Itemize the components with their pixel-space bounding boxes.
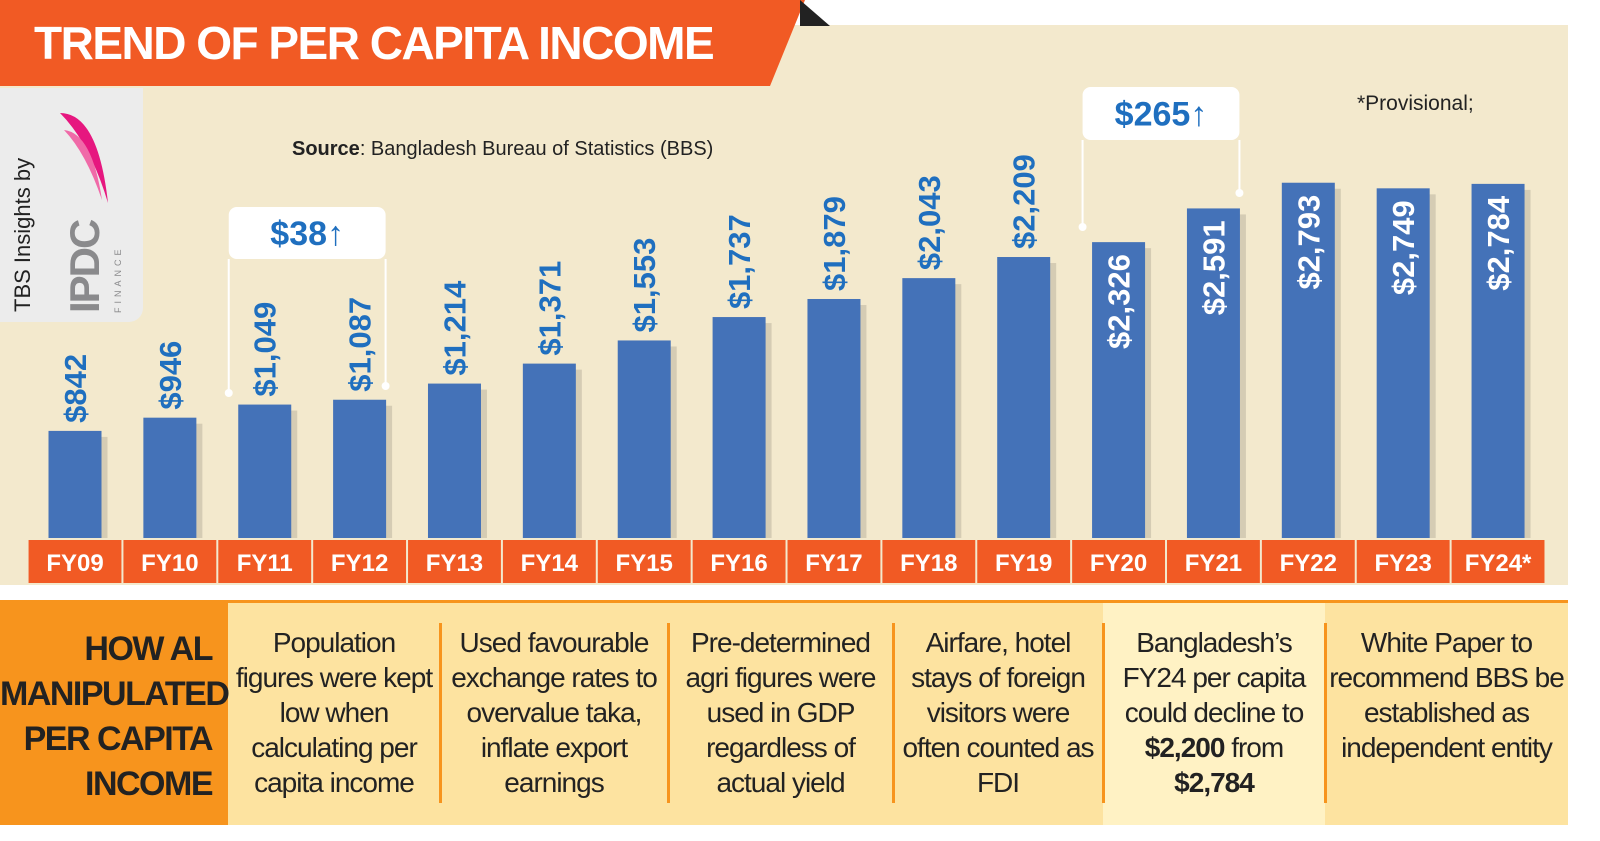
bar-FY13	[427, 383, 481, 538]
category-cell	[1356, 540, 1450, 583]
value-label: $842	[58, 354, 93, 423]
category-cell	[692, 540, 786, 583]
bar-chart: $842 FY09 $946 FY10 $1,049 FY11 $1,087 FY12 $1,2…	[28, 87, 1545, 583]
value-label: $1,737	[722, 214, 757, 309]
panel-divider	[667, 623, 670, 803]
category-label: FY22	[1280, 550, 1337, 577]
panel-item: Used favourable exchange rates to overva…	[451, 627, 658, 798]
category-cell	[408, 540, 501, 583]
bar-FY12	[333, 399, 387, 538]
category-label: FY24*	[1465, 550, 1532, 577]
value-label: $1,371	[532, 261, 567, 356]
annotation-bracket	[1081, 140, 1241, 227]
value-label: $1,553	[627, 238, 662, 333]
bar-FY14	[522, 363, 576, 538]
value-label: $2,749	[1386, 200, 1421, 295]
category-cell	[1072, 540, 1166, 583]
category-cell	[597, 540, 691, 583]
manipulation-panel: HOW AL MANIPULATED PER CAPITA INCOME Popula…	[0, 600, 1568, 825]
value-label: $2,043	[912, 175, 947, 270]
category-label: FY12	[331, 550, 388, 577]
panel-divider	[1102, 623, 1105, 803]
category-label: FY15	[616, 550, 673, 577]
bar-FY21	[1186, 208, 1240, 538]
value-label: $2,326	[1102, 254, 1137, 349]
bar-FY09	[48, 430, 102, 538]
value-label: $2,591	[1196, 220, 1231, 315]
category-label: FY23	[1374, 550, 1431, 577]
value-label: $946	[153, 341, 188, 410]
value-label: $2,784	[1481, 195, 1516, 291]
annotation-dot	[381, 382, 390, 390]
bar-FY24*	[1471, 183, 1525, 539]
panel-divider	[439, 623, 442, 803]
category-cell	[787, 540, 881, 583]
category-cell	[1451, 540, 1545, 583]
annotation-dot	[1235, 189, 1244, 197]
panel-heading: HOW AL MANIPULATED PER CAPITA INCOME	[0, 603, 230, 825]
annotation-box	[228, 207, 386, 259]
logo-block: TBS Insights by IPDC FINANCE	[0, 88, 143, 322]
category-label: FY09	[46, 550, 103, 577]
category-cell	[502, 540, 596, 583]
panel-item: Pre-determined agri figures were used in…	[685, 627, 877, 798]
category-label: FY14	[521, 550, 579, 577]
category-label: FY13	[426, 550, 483, 577]
bar-FY11	[238, 404, 292, 538]
category-cell	[1261, 540, 1355, 583]
ipdc-swoosh-icon	[60, 113, 108, 203]
panel-divider	[1324, 623, 1327, 803]
source-note: Source: Bangladesh Bureau of Statistics …	[292, 138, 713, 161]
title-banner	[0, 0, 805, 86]
bar-FY19	[997, 257, 1051, 538]
bar-FY10	[143, 417, 197, 538]
category-label: FY18	[900, 550, 957, 577]
panel-divider	[892, 623, 895, 803]
annotation-dot	[224, 389, 233, 397]
annotation-label: $265↑	[1115, 96, 1208, 134]
bar-FY20	[1092, 242, 1146, 538]
panel-item: White Paper to recommend BBS be establis…	[1329, 627, 1565, 763]
bar-FY17	[807, 298, 861, 538]
category-label: FY10	[141, 550, 198, 577]
category-cell	[28, 540, 122, 583]
footnote: *Provisional;	[1357, 92, 1474, 115]
bar-FY16	[712, 317, 766, 538]
annotation-bracket	[227, 259, 387, 393]
bar-FY23	[1376, 188, 1430, 538]
bar-FY18	[902, 278, 956, 538]
category-label: FY16	[710, 550, 767, 577]
bar-FY22	[1281, 182, 1335, 538]
value-label: $1,879	[817, 196, 852, 291]
annotation-label: $38↑	[270, 215, 344, 253]
annotation-dot	[1078, 223, 1087, 231]
panel-item: Airfare, hotel stays of foreign visitors…	[902, 627, 1094, 798]
value-label: $2,793	[1291, 195, 1326, 290]
category-cell	[882, 540, 976, 583]
value-label: $1,049	[248, 302, 283, 397]
category-cell	[313, 540, 407, 583]
value-label: $1,087	[343, 297, 378, 392]
panel-item: Population figures were kept low when ca…	[235, 627, 433, 798]
value-label: $2,209	[1007, 154, 1042, 249]
panel-item: Bangladesh’s FY24 per capita could decli…	[1103, 603, 1325, 825]
bar-FY15	[617, 340, 671, 538]
value-label: $1,214	[437, 280, 472, 376]
category-label: FY19	[995, 550, 1052, 577]
source-label: Source	[292, 138, 360, 160]
category-cell	[218, 540, 312, 583]
category-cell	[1167, 540, 1260, 583]
category-label: FY21	[1185, 550, 1242, 577]
category-label: FY20	[1090, 550, 1147, 577]
source-text: : Bangladesh Bureau of Statistics (BBS)	[359, 138, 714, 160]
category-label: FY17	[805, 550, 862, 577]
category-cell	[123, 540, 217, 583]
page-title: TREND OF PER CAPITA INCOME	[34, 17, 714, 69]
annotation-box	[1082, 87, 1240, 140]
corner-decoration	[800, 0, 830, 26]
category-label: FY11	[237, 550, 293, 577]
category-cell	[977, 540, 1071, 583]
